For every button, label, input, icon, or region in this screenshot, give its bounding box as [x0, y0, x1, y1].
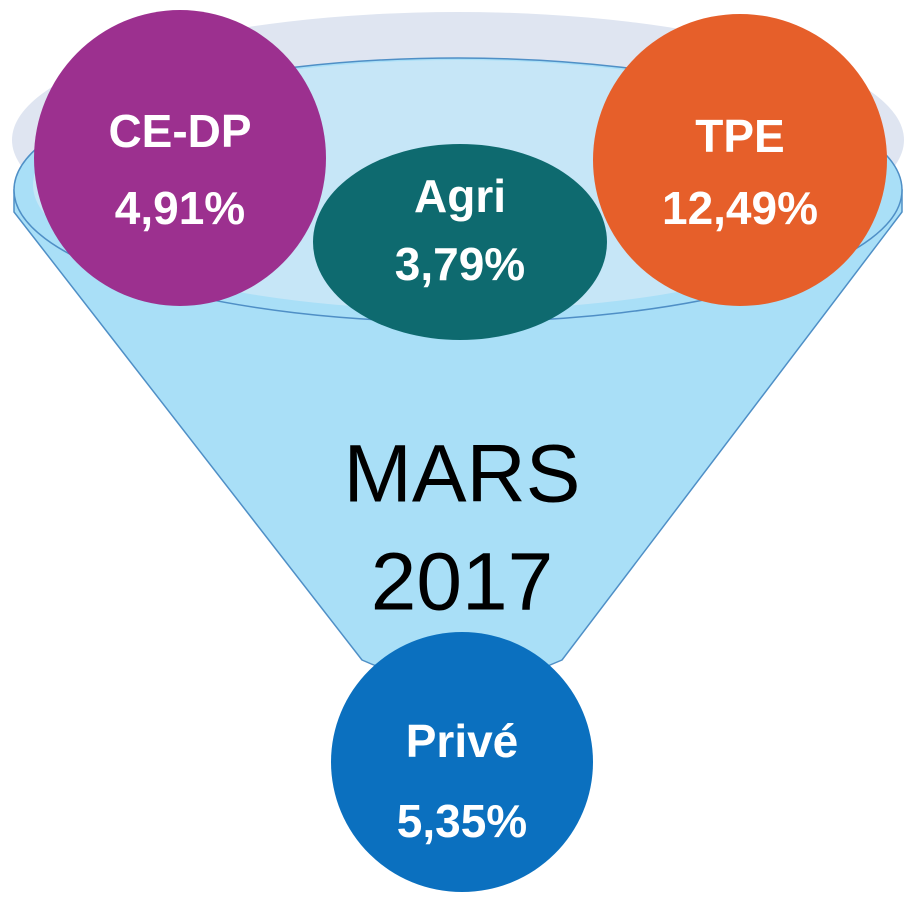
title-line: 2017	[371, 537, 553, 628]
node-value: 4,91%	[115, 182, 245, 234]
node-circle	[593, 14, 887, 306]
node-label: Privé	[406, 715, 519, 767]
node-circle	[331, 632, 593, 892]
node-label: CE-DP	[108, 105, 251, 157]
title-line: MARS	[344, 429, 581, 520]
node-label: TPE	[695, 110, 784, 162]
node-value: 3,79%	[395, 238, 525, 290]
node-value: 5,35%	[397, 795, 527, 847]
node-circle	[313, 144, 607, 340]
node-circle	[34, 10, 326, 306]
node-label: Agri	[414, 170, 506, 222]
node-value: 12,49%	[662, 182, 818, 234]
